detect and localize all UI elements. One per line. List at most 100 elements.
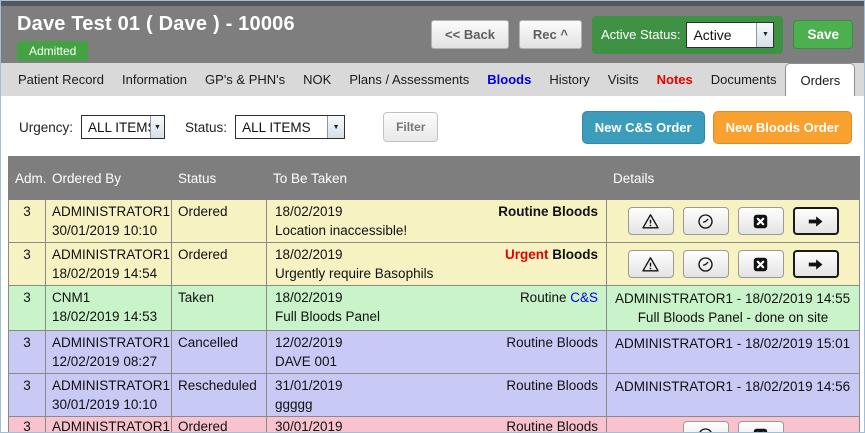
cancel-icon bbox=[752, 213, 769, 230]
status-select[interactable]: ALL ITEMS ▼ bbox=[235, 115, 346, 139]
cancel-button[interactable] bbox=[737, 250, 784, 278]
order-description: ggggg bbox=[275, 397, 313, 412]
column-header: Status bbox=[171, 156, 267, 200]
tab-gp-s-phn-s[interactable]: GP's & PHN's bbox=[205, 72, 286, 87]
order-type-label: Bloods bbox=[556, 419, 598, 433]
orders-table: Adm. Ordered By Status To Be Taken Details 3… bbox=[8, 156, 860, 433]
orders-table-wrap: Adm. Ordered By Status To Be Taken Details 3… bbox=[8, 156, 860, 433]
adm-cell: 3 bbox=[8, 373, 46, 417]
column-header: Adm. bbox=[8, 156, 47, 200]
ordered-by-name: CNM1 bbox=[52, 290, 91, 305]
tab-notes[interactable]: Notes bbox=[656, 72, 693, 87]
adm-cell: 3 bbox=[8, 242, 46, 286]
details-text: ADMINISTRATOR1 - 18/02/2019 15:01 bbox=[608, 332, 859, 357]
adm-cell: 3 bbox=[8, 330, 46, 374]
ordered-by-datetime: 30/01/2019 10:10 bbox=[52, 223, 158, 238]
ordered-by-datetime: 12/02/2019 08:27 bbox=[52, 354, 158, 369]
to-be-taken-cell: 18/02/2019 Urgent Bloods Urgently requir… bbox=[266, 242, 607, 286]
status-select-value: ALL ITEMS bbox=[242, 119, 311, 135]
ordered-by-cell: ADMINISTRATOR1 30/01/2019 10:10 bbox=[45, 416, 172, 433]
status-cell: Ordered bbox=[171, 242, 267, 286]
take-date: 18/02/2019 bbox=[275, 290, 343, 305]
window-top-strip bbox=[1, 1, 864, 6]
order-description: Location inaccessible! bbox=[275, 223, 408, 238]
tab-plans-assessments[interactable]: Plans / Assessments bbox=[349, 72, 470, 87]
warning-button[interactable] bbox=[627, 250, 674, 278]
order-row: 3 ADMINISTRATOR1 30/01/2019 10:10 Ordere… bbox=[8, 416, 860, 433]
forward-button[interactable] bbox=[792, 250, 839, 278]
ordered-by-cell: ADMINISTRATOR1 30/01/2019 10:10 bbox=[45, 373, 172, 417]
tab-bloods[interactable]: Bloods bbox=[487, 72, 532, 87]
ordered-by-name: ADMINISTRATOR1 bbox=[52, 335, 171, 350]
active-status-panel: Active Status: Active ▼ bbox=[591, 15, 784, 54]
ordered-by-datetime: 30/01/2019 10:10 bbox=[52, 397, 158, 412]
clock-button[interactable] bbox=[682, 250, 729, 278]
chevron-down-icon: ▼ bbox=[756, 22, 774, 47]
order-row: 3 CNM1 18/02/2019 14:53 Taken 18/02/2019… bbox=[8, 285, 860, 331]
ordered-by-cell: ADMINISTRATOR1 18/02/2019 14:54 bbox=[45, 242, 172, 286]
tab-information[interactable]: Information bbox=[122, 72, 188, 87]
new-cs-order-button[interactable]: New C&S Order bbox=[581, 110, 705, 144]
ordered-by-cell: ADMINISTRATOR1 12/02/2019 08:27 bbox=[45, 330, 172, 374]
order-type: Routine Bloods bbox=[506, 333, 598, 352]
order-row: 3 ADMINISTRATOR1 30/01/2019 10:10 Ordere… bbox=[8, 199, 860, 243]
order-row: 3 ADMINISTRATOR1 12/02/2019 08:27 Cancel… bbox=[8, 330, 860, 374]
order-urgency-label: Routine bbox=[506, 378, 557, 393]
order-type: Urgent Bloods bbox=[505, 245, 598, 264]
order-type: Routine C&S bbox=[520, 288, 598, 307]
warning-button[interactable] bbox=[627, 207, 674, 235]
order-urgency-label: Routine bbox=[498, 204, 553, 219]
status-cell: Cancelled bbox=[171, 330, 267, 374]
details-text: ADMINISTRATOR1 - 18/02/2019 14:56 bbox=[608, 375, 859, 400]
details-text: ADMINISTRATOR1 - 18/02/2019 14:55 Full Bl… bbox=[608, 287, 859, 330]
clock-icon bbox=[696, 426, 715, 432]
cancel-button[interactable] bbox=[737, 421, 784, 432]
forward-button[interactable] bbox=[792, 207, 839, 235]
details-cell: ADMINISTRATOR1 - 18/02/2019 14:55 Full Bl… bbox=[606, 285, 860, 331]
order-type-label: Bloods bbox=[556, 335, 598, 350]
active-status-select[interactable]: Active ▼ bbox=[686, 21, 775, 48]
take-date: 12/02/2019 bbox=[275, 335, 343, 350]
header-actions: << Back Rec ^ Active Status: Active ▼ Sa… bbox=[431, 6, 853, 63]
order-type-label: Bloods bbox=[556, 378, 598, 393]
adm-cell: 3 bbox=[8, 416, 46, 432]
ordered-by-name: ADMINISTRATOR1 bbox=[52, 419, 171, 433]
forward-icon bbox=[806, 212, 825, 231]
column-header: Ordered By bbox=[45, 156, 172, 200]
forward-icon bbox=[806, 255, 825, 274]
urgency-select[interactable]: ALL ITEMS ▼ bbox=[81, 115, 166, 139]
clock-button[interactable] bbox=[682, 421, 729, 432]
filter-button[interactable]: Filter bbox=[383, 112, 439, 142]
to-be-taken-cell: 30/01/2019 Routine Bloods sssss bbox=[266, 416, 607, 433]
order-type-label: Bloods bbox=[552, 204, 598, 219]
details-line: ADMINISTRATOR1 - 18/02/2019 14:56 bbox=[615, 379, 851, 394]
tab-patient-record[interactable]: Patient Record bbox=[18, 72, 104, 87]
tab-documents[interactable]: Documents bbox=[710, 72, 777, 87]
rec-button[interactable]: Rec ^ bbox=[518, 20, 582, 49]
status-cell: Rescheduled bbox=[171, 373, 267, 417]
new-bloods-order-button[interactable]: New Bloods Order bbox=[712, 110, 852, 144]
order-urgency-label: Routine bbox=[506, 335, 557, 350]
clock-button[interactable] bbox=[682, 207, 729, 235]
order-type: Routine Bloods bbox=[498, 202, 598, 221]
cancel-button[interactable] bbox=[737, 207, 784, 235]
order-description: DAVE 001 bbox=[275, 354, 338, 369]
active-status-value: Active bbox=[693, 26, 732, 43]
order-type-label: Bloods bbox=[552, 247, 598, 262]
active-status-label: Active Status: bbox=[600, 27, 681, 42]
filter-toolbar: Urgency: ALL ITEMS ▼ Status: ALL ITEMS ▼… bbox=[1, 96, 864, 156]
tab-nok[interactable]: NOK bbox=[303, 72, 332, 87]
cancel-icon bbox=[752, 427, 769, 432]
tab-orders[interactable]: Orders bbox=[785, 63, 856, 96]
tab-visits[interactable]: Visits bbox=[607, 72, 639, 87]
details-line: ADMINISTRATOR1 - 18/02/2019 15:01 bbox=[615, 336, 851, 351]
tab-history[interactable]: History bbox=[549, 72, 590, 87]
page-title: Dave Test 01 ( Dave ) - 10006 bbox=[17, 13, 295, 35]
save-button[interactable]: Save bbox=[793, 20, 853, 49]
urgency-label: Urgency: bbox=[19, 119, 74, 135]
ordered-by-cell: ADMINISTRATOR1 30/01/2019 10:10 bbox=[45, 199, 172, 243]
back-button[interactable]: << Back bbox=[431, 20, 509, 49]
order-description: Urgently require Basophils bbox=[275, 266, 434, 281]
patient-header: Dave Test 01 ( Dave ) - 10006 Admitted <… bbox=[1, 6, 864, 63]
